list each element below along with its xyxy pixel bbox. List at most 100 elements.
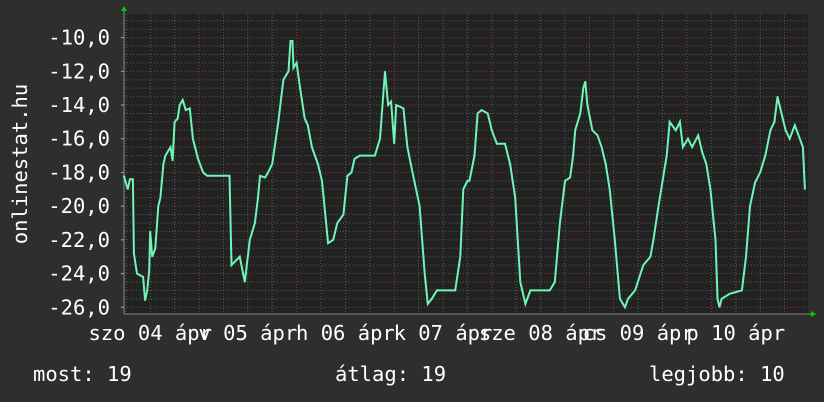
data-point <box>669 121 671 123</box>
data-point <box>299 84 301 86</box>
data-point <box>514 197 516 199</box>
data-point <box>296 62 298 64</box>
data-point <box>427 303 429 305</box>
data-point <box>574 129 576 131</box>
data-point <box>146 289 148 292</box>
data-point <box>374 154 376 157</box>
data-point <box>157 205 159 207</box>
data-point <box>462 188 464 190</box>
data-point <box>780 112 783 115</box>
legend-average: átlag: 19 <box>335 362 447 386</box>
data-point <box>321 180 323 182</box>
data-point <box>154 247 156 249</box>
data-point <box>802 146 804 148</box>
data-point <box>406 146 409 148</box>
data-point <box>459 256 461 258</box>
data-point <box>741 289 743 292</box>
data-point <box>745 256 747 258</box>
data-point <box>496 143 498 145</box>
data-point <box>586 104 588 106</box>
data-point <box>185 109 187 111</box>
data-point <box>133 252 135 254</box>
data-point <box>769 129 771 131</box>
data-point <box>785 129 787 131</box>
data-point <box>350 171 353 174</box>
data-point <box>249 239 251 241</box>
y-tick-label: -26,0 <box>48 295 110 319</box>
data-point <box>390 101 392 103</box>
data-point <box>393 143 395 145</box>
x-tick-label: szo 04 ápr <box>88 321 211 345</box>
x-tick-label: k 07 ápr <box>394 321 493 345</box>
data-point <box>144 299 146 302</box>
data-point <box>679 121 681 123</box>
data-point <box>317 163 319 165</box>
x-tick-label: h 06 ápr <box>296 321 395 345</box>
data-point <box>609 188 611 190</box>
data-point <box>267 171 269 174</box>
data-point <box>132 178 134 180</box>
data-point <box>436 289 438 292</box>
data-point <box>228 175 231 177</box>
data-point <box>569 176 571 179</box>
data-point <box>202 171 204 174</box>
data-point <box>402 107 404 109</box>
data-point <box>729 293 731 295</box>
data-point <box>789 138 791 140</box>
y-tick-label: -18,0 <box>48 160 110 184</box>
data-point <box>529 289 532 292</box>
data-point <box>504 143 506 145</box>
data-point <box>359 154 361 157</box>
data-point <box>524 303 526 305</box>
data-point <box>311 146 313 148</box>
x-axis-arrow-icon <box>811 311 816 317</box>
data-point <box>239 256 241 258</box>
data-point <box>289 40 292 42</box>
data-point <box>182 99 184 101</box>
data-point <box>614 239 616 241</box>
data-point <box>197 158 199 160</box>
data-point <box>244 281 246 283</box>
data-point <box>491 129 493 131</box>
data-point <box>259 175 261 177</box>
data-point <box>431 298 433 300</box>
data-point <box>549 289 551 292</box>
data-point <box>675 129 677 131</box>
data-point <box>395 104 397 106</box>
data-point <box>804 188 806 190</box>
data-point <box>476 112 479 115</box>
data-point <box>716 298 719 300</box>
data-point <box>468 180 471 182</box>
data-point <box>177 117 179 120</box>
data-point <box>572 154 574 157</box>
data-point <box>353 158 356 160</box>
data-point <box>162 163 165 165</box>
y-tick-label: -24,0 <box>48 262 110 286</box>
data-point <box>473 154 476 157</box>
data-point <box>129 178 131 180</box>
data-point <box>148 269 150 271</box>
y-tick-label: -14,0 <box>48 93 110 117</box>
data-point <box>327 242 329 244</box>
data-point <box>579 112 581 115</box>
data-point <box>171 160 174 162</box>
data-point <box>564 180 566 182</box>
data-point <box>666 154 668 157</box>
data-point <box>287 70 290 72</box>
data-point <box>206 175 208 177</box>
data-point <box>718 306 721 308</box>
data-point <box>159 197 161 199</box>
data-point <box>164 154 167 157</box>
data-point <box>346 175 349 177</box>
data-point <box>332 239 334 241</box>
y-tick-label: -22,0 <box>48 228 110 252</box>
legend-current: most: 19 <box>33 362 132 386</box>
legend-best: legjobb: 10 <box>649 362 785 386</box>
data-point <box>282 79 284 81</box>
data-point <box>624 306 626 308</box>
data-point <box>720 298 723 300</box>
data-point <box>794 124 796 126</box>
data-point <box>634 289 636 292</box>
data-point <box>773 121 776 123</box>
